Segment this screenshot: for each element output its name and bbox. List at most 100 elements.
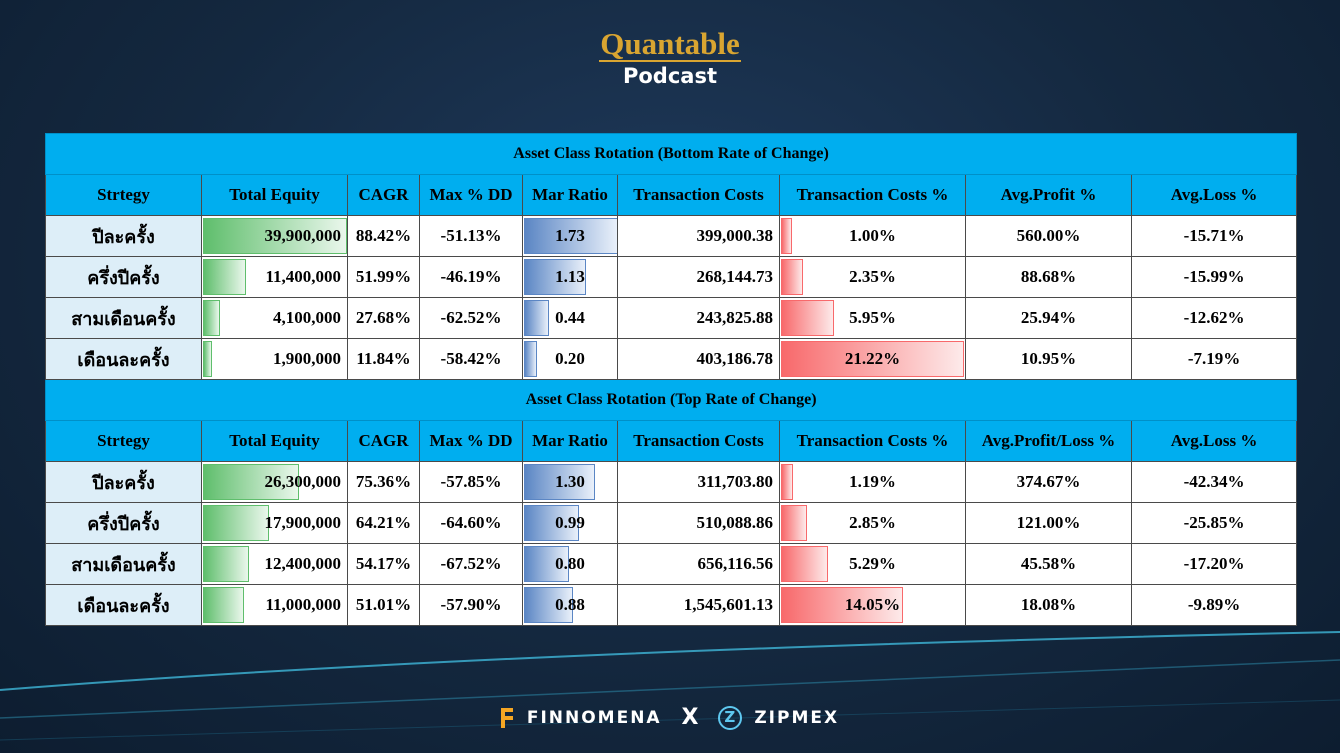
cell-value: 1,900,000 xyxy=(273,349,341,368)
column-header-row: Strtegy Total Equity CAGR Max % DD Mar Ratio… xyxy=(45,420,1298,462)
cell-value: 0.20 xyxy=(555,349,585,368)
cell-value: 311,703.80 xyxy=(697,472,773,491)
cell-transaction-costs: 311,703.80 xyxy=(617,461,780,503)
data-bar xyxy=(524,505,579,541)
cell-value: 75.36% xyxy=(355,472,412,491)
cell-max-dd: -51.13% xyxy=(419,215,523,257)
cell-avg-profit: 18.08% xyxy=(965,584,1132,626)
finnomena-logo-icon xyxy=(500,707,513,728)
data-bar xyxy=(524,259,587,295)
cell-strategy: สามเดือนครั้ง xyxy=(45,297,202,339)
cell-avg-profit: 45.58% xyxy=(965,543,1132,585)
cell-value: 54.17% xyxy=(355,554,412,573)
cell-value: 0.99 xyxy=(555,513,585,532)
cell-transaction-costs: 1,545,601.13 xyxy=(617,584,780,626)
cell-mar-ratio: 0.99 xyxy=(522,502,618,544)
cell-avg-loss: -25.85% xyxy=(1130,502,1298,544)
cell-transaction-costs: 656,116.56 xyxy=(617,543,780,585)
cell-total-equity: 26,300,000 xyxy=(201,461,348,503)
column-header-max-dd: Max % DD xyxy=(419,174,523,216)
cell-value: 21.22% xyxy=(844,349,901,368)
results-table: Asset Class Rotation (Bottom Rate of Cha… xyxy=(44,133,1298,626)
cell-value: -15.99% xyxy=(1183,267,1245,286)
cell-value: สามเดือนครั้ง xyxy=(71,554,176,576)
cell-value: 18.08% xyxy=(1020,595,1077,614)
column-header-total-equity: Total Equity xyxy=(201,420,348,462)
cell-value: 243,825.88 xyxy=(696,308,774,327)
cell-value: -12.62% xyxy=(1183,308,1245,327)
cell-avg-profit: 374.67% xyxy=(965,461,1132,503)
cell-max-dd: -62.52% xyxy=(419,297,523,339)
data-bar xyxy=(781,546,829,582)
data-bar xyxy=(203,218,347,254)
table-title: Asset Class Rotation (Top Rate of Change… xyxy=(44,379,1298,421)
cell-cagr: 27.68% xyxy=(347,297,420,339)
cell-value: 45.58% xyxy=(1020,554,1077,573)
cell-value: 0.44 xyxy=(555,308,585,327)
cell-value: 64.21% xyxy=(355,513,412,532)
cell-value: เดือนละครั้ง xyxy=(77,349,170,371)
cell-value: ปีละครั้ง xyxy=(92,472,155,494)
cell-avg-profit: 88.68% xyxy=(965,256,1132,298)
cell-transaction-costs-pct: 5.29% xyxy=(779,543,966,585)
cell-value: 39,900,000 xyxy=(264,226,342,245)
data-bar xyxy=(524,464,596,500)
table-row: เดือนละครั้ง 11,000,000 51.01% -57.90% 0.88 1… xyxy=(45,584,1298,626)
cell-value: -67.52% xyxy=(440,554,502,573)
column-header-cagr: CAGR xyxy=(347,420,420,462)
data-bar xyxy=(524,341,537,377)
cell-value: เดือนละครั้ง xyxy=(77,595,170,617)
cell-avg-loss: -7.19% xyxy=(1130,338,1298,380)
cell-transaction-costs-pct: 2.85% xyxy=(779,502,966,544)
column-header-strategy: Strtegy xyxy=(45,174,202,216)
cell-value: -15.71% xyxy=(1183,226,1245,245)
table-row: ครึ่งปีครั้ง 17,900,000 64.21% -64.60% 0.99 5… xyxy=(45,502,1298,544)
cell-value: 12,400,000 xyxy=(264,554,342,573)
cell-value: 11,000,000 xyxy=(265,595,341,614)
data-bar xyxy=(203,587,245,623)
column-header-transaction-costs: Transaction Costs xyxy=(617,174,780,216)
cell-value: -57.90% xyxy=(440,595,502,614)
cell-value: 51.99% xyxy=(355,267,412,286)
cell-transaction-costs: 403,186.78 xyxy=(617,338,780,380)
cell-cagr: 54.17% xyxy=(347,543,420,585)
cell-max-dd: -57.90% xyxy=(419,584,523,626)
column-header-row: Strtegy Total Equity CAGR Max % DD Mar Ratio… xyxy=(45,174,1298,216)
cell-transaction-costs-pct: 14.05% xyxy=(779,584,966,626)
data-bar xyxy=(781,218,792,254)
cell-value: 4,100,000 xyxy=(273,308,341,327)
cell-transaction-costs: 268,144.73 xyxy=(617,256,780,298)
cell-value: -57.85% xyxy=(440,472,502,491)
cell-strategy: ปีละครั้ง xyxy=(45,215,202,257)
cell-total-equity: 17,900,000 xyxy=(201,502,348,544)
cell-max-dd: -67.52% xyxy=(419,543,523,585)
table-row: เดือนละครั้ง 1,900,000 11.84% -58.42% 0.20 40… xyxy=(45,338,1298,380)
column-header-transaction-costs-pct: Transaction Costs % xyxy=(779,420,966,462)
cell-value: 121.00% xyxy=(1016,513,1081,532)
cell-transaction-costs-pct: 2.35% xyxy=(779,256,966,298)
cell-cagr: 88.42% xyxy=(347,215,420,257)
cell-mar-ratio: 1.30 xyxy=(522,461,618,503)
cell-value: 5.29% xyxy=(849,554,896,573)
cell-value: 14.05% xyxy=(844,595,901,614)
cell-total-equity: 39,900,000 xyxy=(201,215,348,257)
cell-value: -9.89% xyxy=(1187,595,1241,614)
cell-value: 656,116.56 xyxy=(697,554,773,573)
cell-total-equity: 1,900,000 xyxy=(201,338,348,380)
zipmex-logo-icon xyxy=(718,705,743,730)
footer-logos: FINNOMENA X ZIPMEX xyxy=(0,705,1340,730)
cell-value: 1.30 xyxy=(555,472,585,491)
cell-strategy: ปีละครั้ง xyxy=(45,461,202,503)
data-bar xyxy=(203,546,250,582)
data-bar xyxy=(781,300,834,336)
cell-value: 1.13 xyxy=(555,267,585,286)
cell-value: 88.68% xyxy=(1020,267,1077,286)
data-bar xyxy=(781,341,965,377)
data-bar xyxy=(203,341,212,377)
cell-value: -58.42% xyxy=(440,349,502,368)
cell-cagr: 64.21% xyxy=(347,502,420,544)
cell-value: 11,400,000 xyxy=(265,267,341,286)
finnomena-logo-text: FINNOMENA xyxy=(526,707,662,728)
cell-avg-loss: -17.20% xyxy=(1130,543,1298,585)
cell-transaction-costs: 243,825.88 xyxy=(617,297,780,339)
